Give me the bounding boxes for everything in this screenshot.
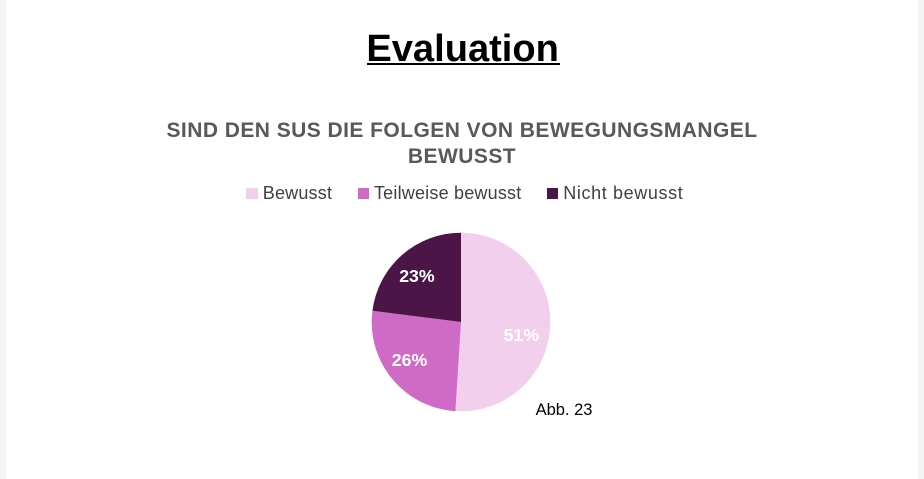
svg-text:26%: 26% [392,350,428,370]
svg-text:51%: 51% [504,325,540,345]
svg-text:23%: 23% [399,266,435,286]
